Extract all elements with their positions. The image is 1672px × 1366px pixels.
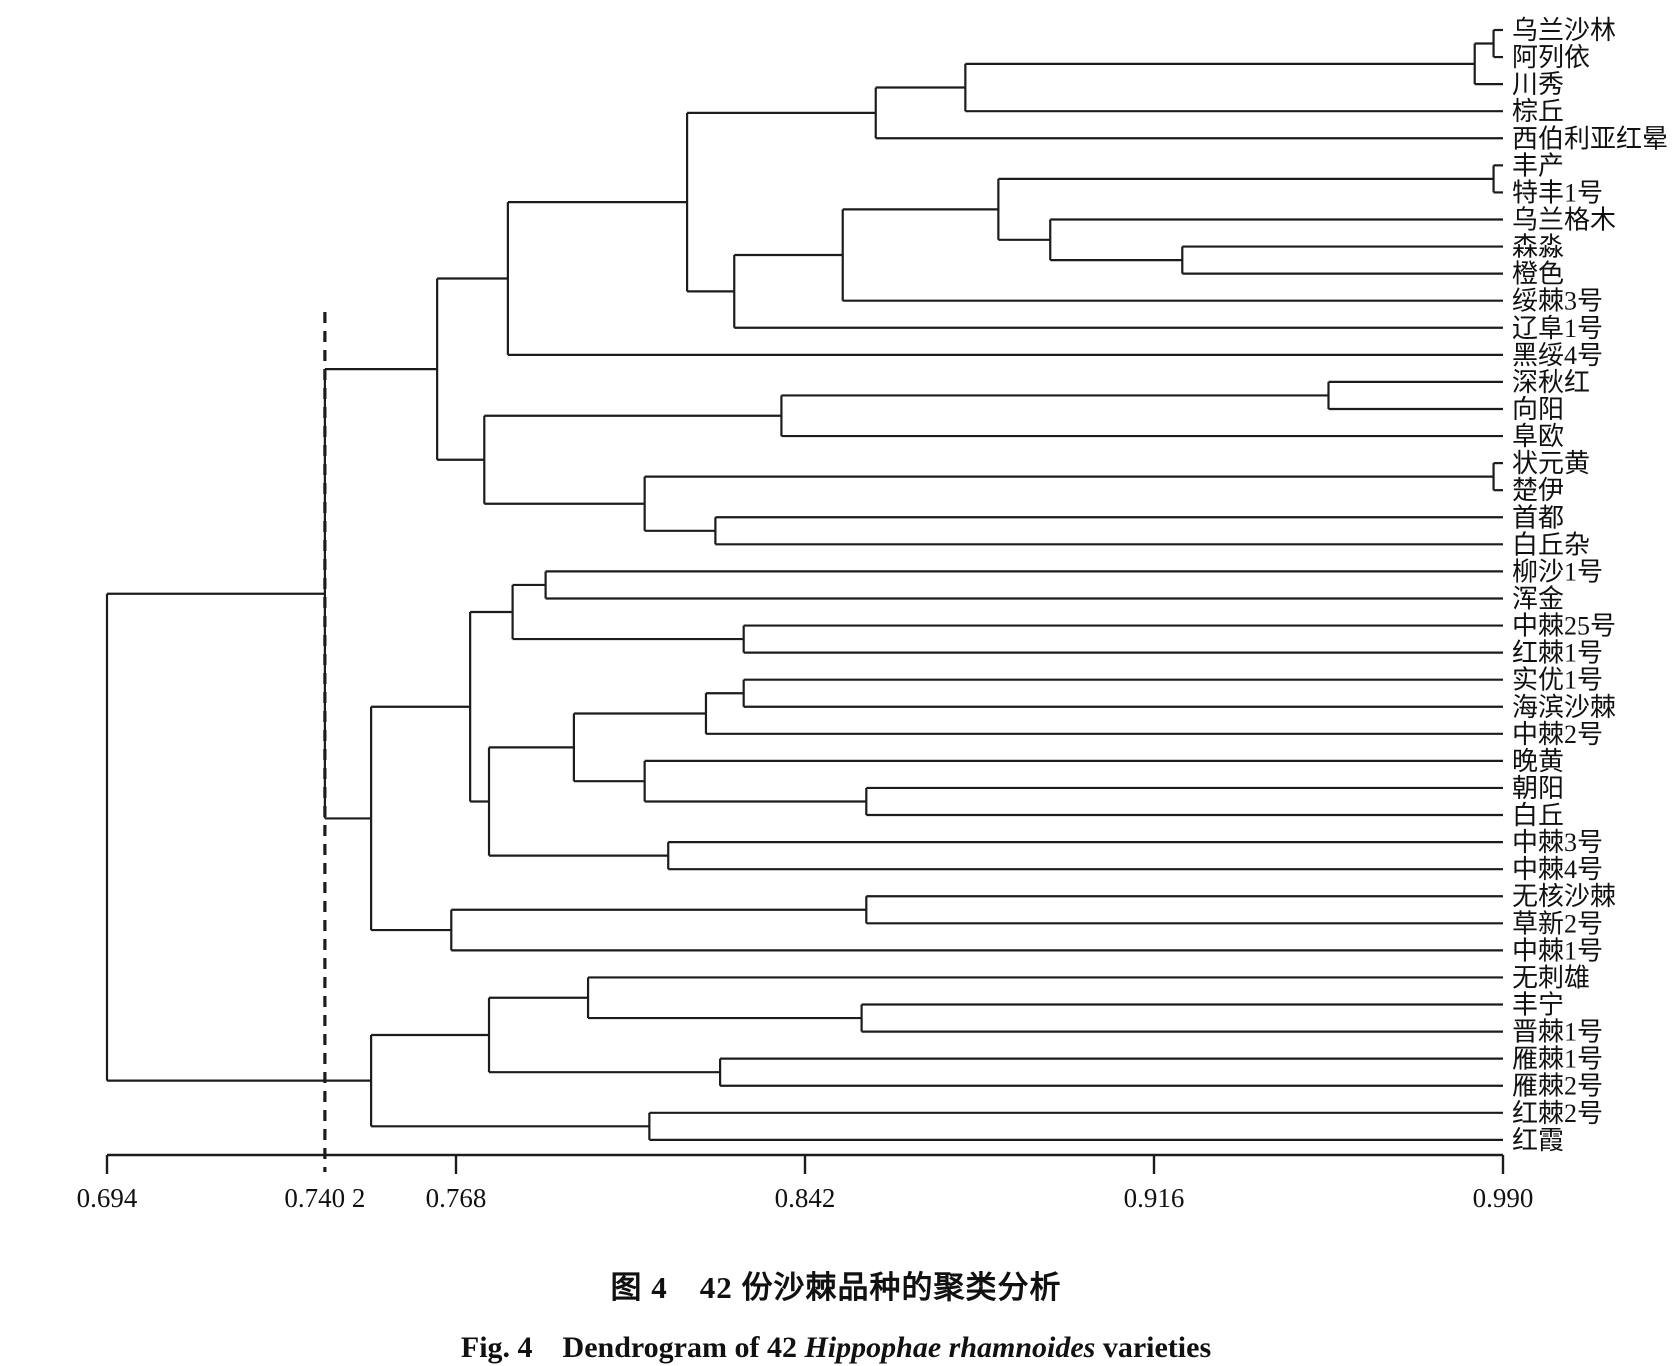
axis-tick-label: 0.916 [1124,1183,1185,1213]
leaf-label: 雁棘2号 [1512,1072,1603,1101]
caption-english-prefix: Fig. 4 Dendrogram of 42 [460,1331,805,1364]
leaf-label: 深秋红 [1512,368,1590,397]
leaf-label: 中棘4号 [1512,855,1603,884]
leaf-label: 中棘25号 [1512,612,1616,641]
leaf-label: 丰宁 [1512,991,1564,1020]
leaf-label: 中棘2号 [1512,720,1603,749]
leaf-label: 向阳 [1512,395,1564,424]
leaf-label: 朝阳 [1512,774,1564,803]
leaf-label: 草新2号 [1512,909,1603,938]
leaf-label: 实优1号 [1512,666,1603,695]
dendrogram-svg: 乌兰沙林阿列依川秀棕丘西伯利亚红晕丰产特丰1号乌兰格木森淼橙色绥棘3号辽阜1号黑… [77,16,1668,1213]
leaf-label: 红棘2号 [1512,1099,1603,1128]
leaf-label: 西伯利亚红晕 [1512,124,1668,153]
leaf-label: 白丘杂 [1512,530,1590,559]
leaf-label: 无核沙棘 [1512,882,1616,911]
leaf-label: 中棘1号 [1512,936,1603,965]
axis-tick-label: 0.990 [1473,1183,1534,1213]
leaf-label: 棕丘 [1512,97,1564,126]
leaf-label: 雁棘1号 [1512,1045,1603,1074]
axis-tick-label: 0.842 [775,1183,836,1213]
leaf-label: 阿列依 [1512,43,1590,72]
caption-english-species: Hippophae rhamnoides [804,1331,1096,1364]
leaf-label: 特丰1号 [1512,178,1603,207]
leaf-label: 楚伊 [1512,476,1564,505]
leaf-label: 乌兰格木 [1512,205,1616,234]
leaf-label: 阜欧 [1512,422,1564,451]
leaf-label: 森淼 [1512,233,1564,262]
leaf-label: 中棘3号 [1512,828,1603,857]
leaf-label: 无刺雄 [1512,963,1590,992]
axis-tick-label: 0.768 [426,1183,487,1213]
leaf-label: 白丘 [1512,801,1564,830]
leaf-label: 晚黄 [1512,747,1564,776]
caption-english-suffix: varieties [1095,1331,1212,1364]
leaf-label: 柳沙1号 [1512,557,1603,586]
caption-english: Fig. 4 Dendrogram of 42 Hippophae rhamno… [0,1322,1672,1366]
leaf-label: 乌兰沙林 [1512,16,1616,45]
leaf-label: 川秀 [1512,70,1564,99]
leaf-label: 橙色 [1512,260,1564,289]
leaf-label: 黑绥4号 [1512,341,1603,370]
leaf-label: 状元黄 [1512,449,1590,478]
leaf-label: 丰产 [1512,151,1564,180]
leaf-label: 海滨沙棘 [1512,693,1616,722]
axis-tick-label: 0.740 2 [284,1183,365,1213]
caption-chinese: 图 4 42 份沙棘品种的聚类分析 [610,1270,1062,1305]
leaf-label: 辽阜1号 [1512,314,1603,343]
leaf-label: 红棘1号 [1512,639,1603,668]
leaf-label: 首都 [1512,503,1564,532]
leaf-label: 浑金 [1512,584,1564,613]
leaf-label: 晋棘1号 [1512,1018,1603,1047]
axis-tick-label: 0.694 [77,1183,138,1213]
leaf-label: 绥棘3号 [1512,287,1603,316]
leaf-label: 红霞 [1512,1126,1564,1155]
